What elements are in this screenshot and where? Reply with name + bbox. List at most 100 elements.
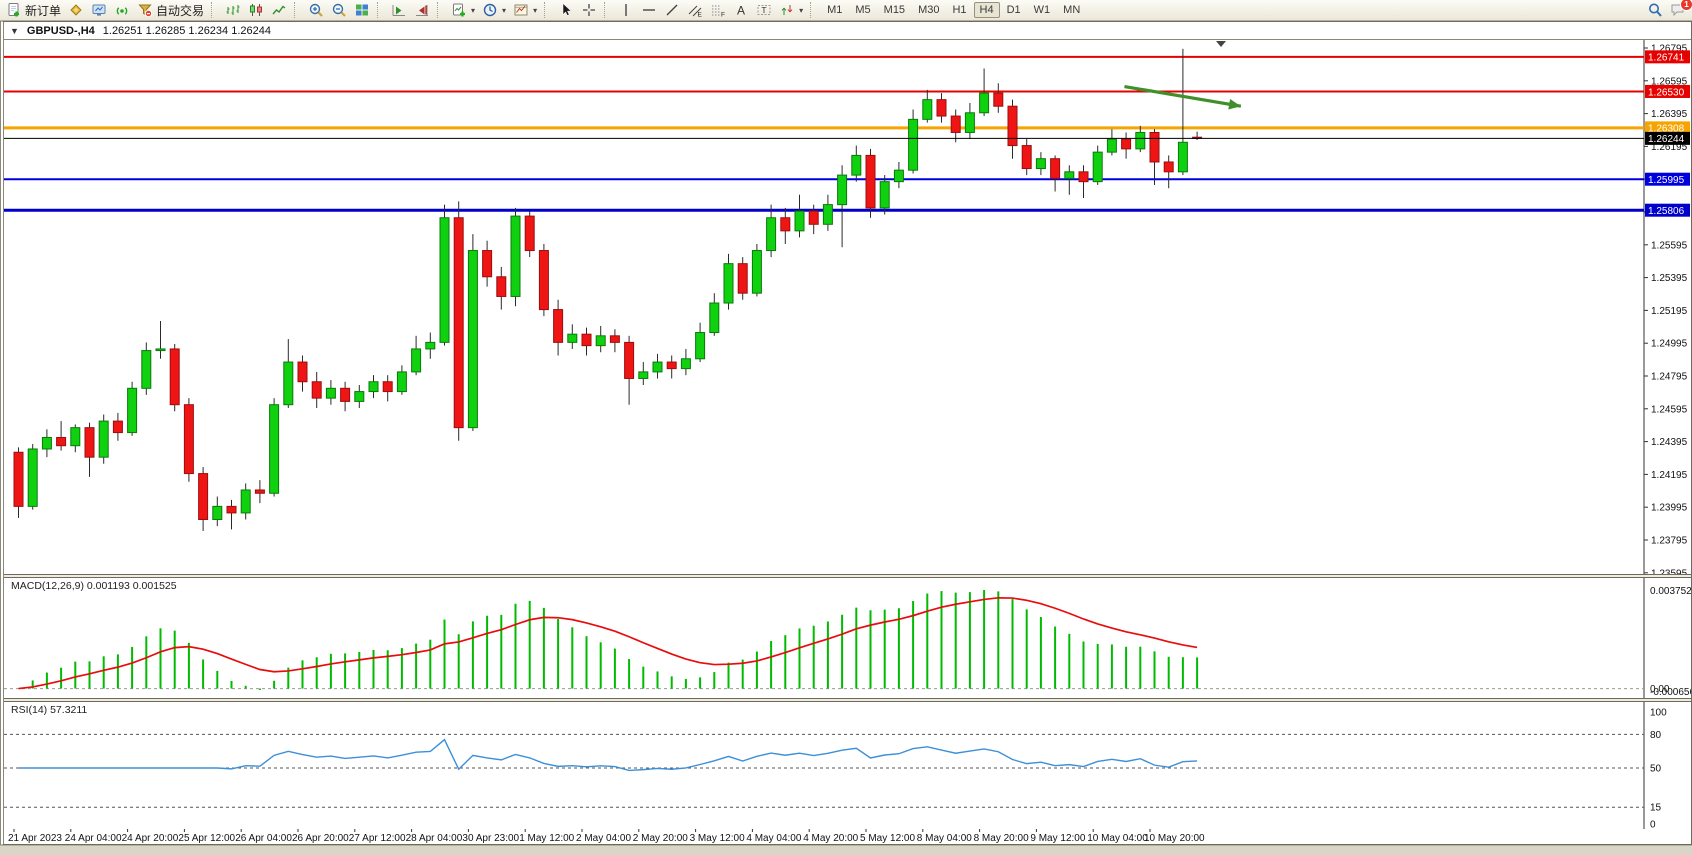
svg-text:1.24795: 1.24795: [1651, 371, 1688, 382]
svg-text:1.25995: 1.25995: [1648, 175, 1685, 186]
zoom-in-button[interactable]: [305, 0, 327, 20]
time-axis-label: 26 Apr 04:00: [235, 833, 292, 844]
svg-text:1.24395: 1.24395: [1651, 437, 1688, 448]
time-axis-label: 2 May 20:00: [633, 833, 688, 844]
timeframe-mn-button[interactable]: MN: [1057, 2, 1086, 18]
channel-icon: E: [687, 2, 703, 18]
bar-chart-button[interactable]: [222, 0, 244, 20]
trendline-button[interactable]: [661, 0, 683, 20]
svg-text:100: 100: [1650, 708, 1667, 719]
text-a-icon: A: [733, 2, 749, 18]
timeframe-w1-button[interactable]: W1: [1028, 2, 1057, 18]
candlestick-chart-button[interactable]: [245, 0, 267, 20]
new-order-button[interactable]: 新订单: [3, 0, 64, 20]
dropdown-arrow-icon[interactable]: ▾: [533, 6, 537, 15]
auto-scroll-button[interactable]: [388, 0, 410, 20]
cursor-icon: [558, 2, 574, 18]
mql5-community-button[interactable]: [65, 0, 87, 20]
rsi-panel: RSI(14) 57.3211 1008050150: [4, 702, 1691, 829]
chart-shift-button[interactable]: [411, 0, 433, 20]
signals-button[interactable]: [111, 0, 133, 20]
svg-text:1.25395: 1.25395: [1651, 273, 1688, 284]
arrows-icon: [779, 2, 795, 18]
doc-plus-icon: [6, 2, 22, 18]
chart-shift-icon: [414, 2, 430, 18]
timeframe-d1-button[interactable]: D1: [1001, 2, 1027, 18]
hline-icon: [641, 2, 657, 18]
chart-collapse-toggle[interactable]: ▼: [10, 26, 19, 36]
dropdown-arrow-icon[interactable]: ▾: [799, 6, 803, 15]
chat-button[interactable]: 1: [1667, 0, 1689, 20]
time-axis-label: 30 Apr 23:00: [462, 833, 519, 844]
virtual-hosting-button[interactable]: [88, 0, 110, 20]
chart-shift-marker[interactable]: [1216, 41, 1226, 47]
time-axis-label: 9 May 12:00: [1030, 833, 1085, 844]
svg-text:1.23595: 1.23595: [1651, 568, 1688, 574]
svg-text:F: F: [721, 12, 725, 19]
macd-chart[interactable]: 0.0037520.00-0.000656: [4, 578, 1691, 698]
time-axis-label: 24 Apr 20:00: [122, 833, 179, 844]
svg-text:1.24995: 1.24995: [1651, 339, 1688, 350]
horizontal-line-button[interactable]: [638, 0, 660, 20]
svg-text:1.25806: 1.25806: [1648, 206, 1685, 217]
label-t-icon: T: [756, 2, 772, 18]
svg-text:15: 15: [1650, 803, 1662, 814]
toolbar-group-separator: [294, 2, 301, 18]
time-axis-label: 10 May 20:00: [1144, 833, 1205, 844]
svg-text:1.26395: 1.26395: [1651, 109, 1688, 120]
chart-symbol-period: GBPUSD-,H4: [27, 25, 95, 37]
bars-chart-icon: [225, 2, 241, 18]
timeframe-h4-button[interactable]: H4: [974, 2, 1000, 18]
main-chart-panel: 1.267951.265951.263951.261951.259951.257…: [4, 40, 1691, 574]
main-toolbar: 新订单 自动交易 ▾ ▾ ▾ E F AT ▾ M1M5M15M30H1H4D1W1MN 1: [0, 0, 1692, 21]
equidistant-channel-button[interactable]: E: [684, 0, 706, 20]
funnel-icon: [137, 2, 153, 18]
text-button[interactable]: A: [730, 0, 752, 20]
timeframe-m30-button[interactable]: M30: [912, 2, 945, 18]
line-chart-icon: [271, 2, 287, 18]
cursor-button[interactable]: [555, 0, 577, 20]
vertical-line-button[interactable]: [615, 0, 637, 20]
price-chart[interactable]: 1.267951.265951.263951.261951.259951.257…: [4, 40, 1691, 574]
timeframe-h1-button[interactable]: H1: [946, 2, 972, 18]
svg-text:1.26741: 1.26741: [1648, 53, 1685, 64]
timeframe-m1-button[interactable]: M1: [821, 2, 848, 18]
time-axis-label: 28 Apr 04:00: [406, 833, 463, 844]
indicators-button[interactable]: ▾: [448, 0, 478, 20]
line-chart-button[interactable]: [268, 0, 290, 20]
tiles-icon: [354, 2, 370, 18]
rsi-chart[interactable]: 1008050150: [4, 702, 1691, 829]
macd-signal-line: [19, 598, 1198, 689]
svg-text:1.25595: 1.25595: [1651, 240, 1688, 251]
time-axis: 21 Apr 202324 Apr 04:0024 Apr 20:0025 Ap…: [4, 829, 1691, 844]
periods-button[interactable]: ▾: [479, 0, 509, 20]
toolbar-group-separator: [377, 2, 384, 18]
chart-info-bar: ▼ GBPUSD-,H4 1.26251 1.26285 1.26234 1.2…: [4, 22, 1691, 40]
fibonacci-button[interactable]: F: [707, 0, 729, 20]
indicators-add-icon: [451, 2, 467, 18]
horizontal-price-lines[interactable]: [4, 57, 1644, 210]
chart-window: ▼ GBPUSD-,H4 1.26251 1.26285 1.26234 1.2…: [0, 21, 1692, 845]
zoom-out-button[interactable]: [328, 0, 350, 20]
time-axis-label: 8 May 20:00: [974, 833, 1029, 844]
arrows-button[interactable]: ▾: [776, 0, 806, 20]
text-label-button[interactable]: T: [753, 0, 775, 20]
timeframe-m5-button[interactable]: M5: [849, 2, 876, 18]
search-icon: [1647, 2, 1663, 18]
tile-windows-button[interactable]: [351, 0, 373, 20]
search-button[interactable]: [1644, 0, 1666, 20]
toolbar-group-separator: [604, 2, 611, 18]
time-axis-label: 5 May 12:00: [860, 833, 915, 844]
macd-panel: MACD(12,26,9) 0.001193 0.001525 0.003752…: [4, 578, 1691, 698]
templates-button[interactable]: ▾: [510, 0, 540, 20]
chart-ohlc-values: 1.26251 1.26285 1.26234 1.26244: [103, 25, 271, 37]
crosshair-icon: [581, 2, 597, 18]
timeframe-m15-button[interactable]: M15: [878, 2, 911, 18]
dropdown-arrow-icon[interactable]: ▾: [502, 6, 506, 15]
dropdown-arrow-icon[interactable]: ▾: [471, 6, 475, 15]
autotrading-button[interactable]: 自动交易: [134, 0, 207, 20]
svg-text:1.23995: 1.23995: [1651, 503, 1688, 514]
crosshair-button[interactable]: [578, 0, 600, 20]
time-axis-label: 3 May 12:00: [690, 833, 745, 844]
svg-text:A: A: [737, 4, 745, 18]
